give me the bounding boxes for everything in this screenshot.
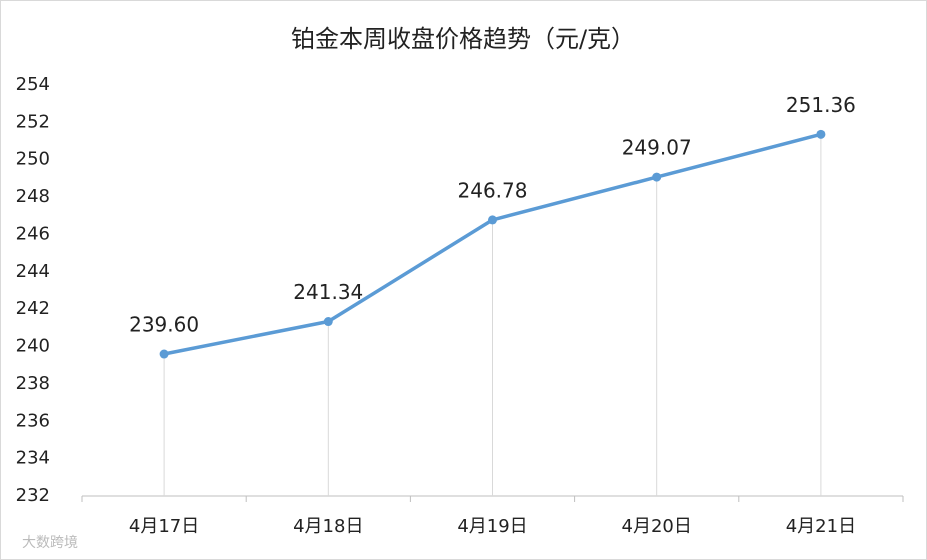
y-tick-label: 240 [16, 336, 50, 357]
x-tick-label: 4月17日 [129, 516, 199, 537]
point [488, 215, 497, 225]
y-tick-label: 254 [16, 74, 50, 95]
chart-title: 铂金本周收盘价格趋势（元/克） [291, 25, 635, 53]
x-tick-label: 4月18日 [293, 516, 363, 537]
x-tick-label: 4月20日 [622, 516, 692, 537]
x-tick-label: 4月21日 [786, 516, 856, 537]
y-tick-label: 242 [16, 298, 50, 319]
x-tick-label: 4月19日 [457, 516, 527, 537]
y-tick-label: 236 [16, 410, 50, 431]
point [323, 317, 333, 327]
y-tick-label: 238 [16, 373, 50, 394]
y-tick-label: 244 [16, 261, 50, 282]
y-tick-label: 234 [16, 448, 50, 469]
data-label: 239.60 [129, 313, 199, 337]
point [652, 172, 662, 182]
point [159, 349, 169, 359]
y-tick-label: 232 [16, 485, 50, 506]
data-label: 241.34 [293, 280, 363, 304]
data-label: 251.36 [786, 93, 856, 117]
watermark: 大数跨境 [22, 535, 78, 551]
point [816, 129, 826, 139]
data-label: 249.07 [622, 136, 692, 160]
y-tick-label: 250 [16, 149, 50, 170]
y-tick-label: 252 [16, 111, 50, 132]
data-label: 246.78 [458, 178, 528, 202]
y-tick-label: 248 [16, 186, 50, 207]
y-tick-label: 246 [16, 223, 50, 244]
